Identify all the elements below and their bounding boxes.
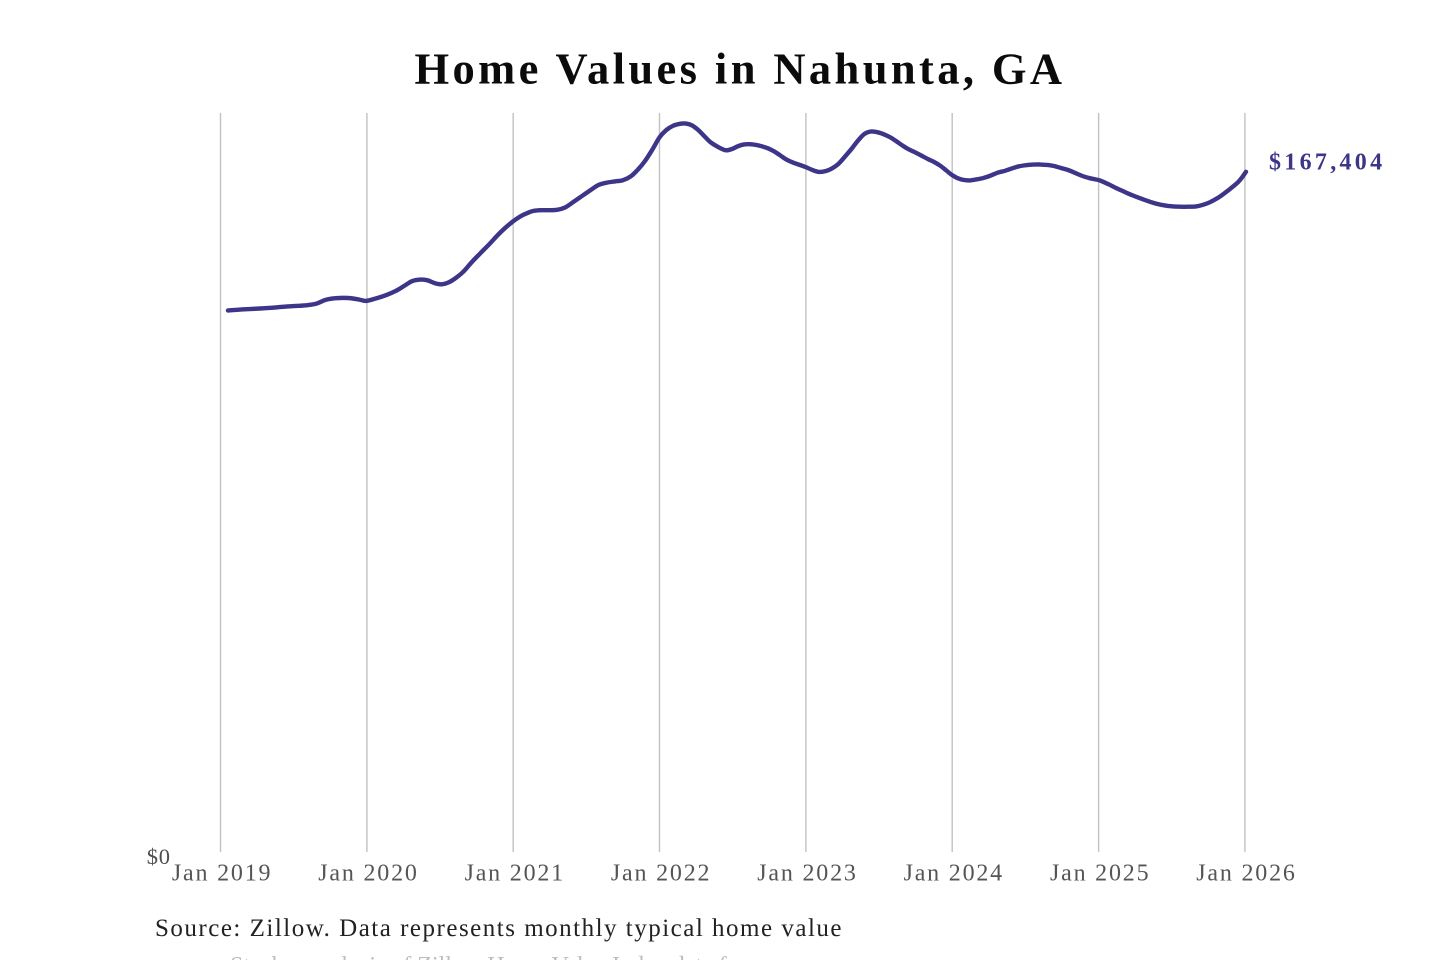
svg-text:Jan 2022: Jan 2022 — [611, 861, 711, 887]
svg-text:Jan 2019: Jan 2019 — [172, 861, 272, 887]
svg-text:Source: Zillow. Data represent: Source: Zillow. Data represents monthly … — [155, 915, 843, 942]
svg-text:Jan 2021: Jan 2021 — [465, 861, 565, 887]
svg-text:Jan 2026: Jan 2026 — [1196, 861, 1296, 887]
svg-text:Stacker analysis of Zillow Hom: Stacker analysis of Zillow Home Value In… — [230, 953, 747, 960]
svg-text:Home Values in Nahunta, GA: Home Values in Nahunta, GA — [415, 43, 1066, 93]
svg-text:Jan 2025: Jan 2025 — [1050, 861, 1150, 887]
svg-text:Jan 2023: Jan 2023 — [757, 861, 857, 887]
svg-text:$0: $0 — [147, 844, 171, 869]
svg-text:Jan 2020: Jan 2020 — [318, 861, 418, 887]
svg-text:Jan 2024: Jan 2024 — [904, 861, 1004, 887]
svg-text:$167,404: $167,404 — [1269, 150, 1385, 176]
